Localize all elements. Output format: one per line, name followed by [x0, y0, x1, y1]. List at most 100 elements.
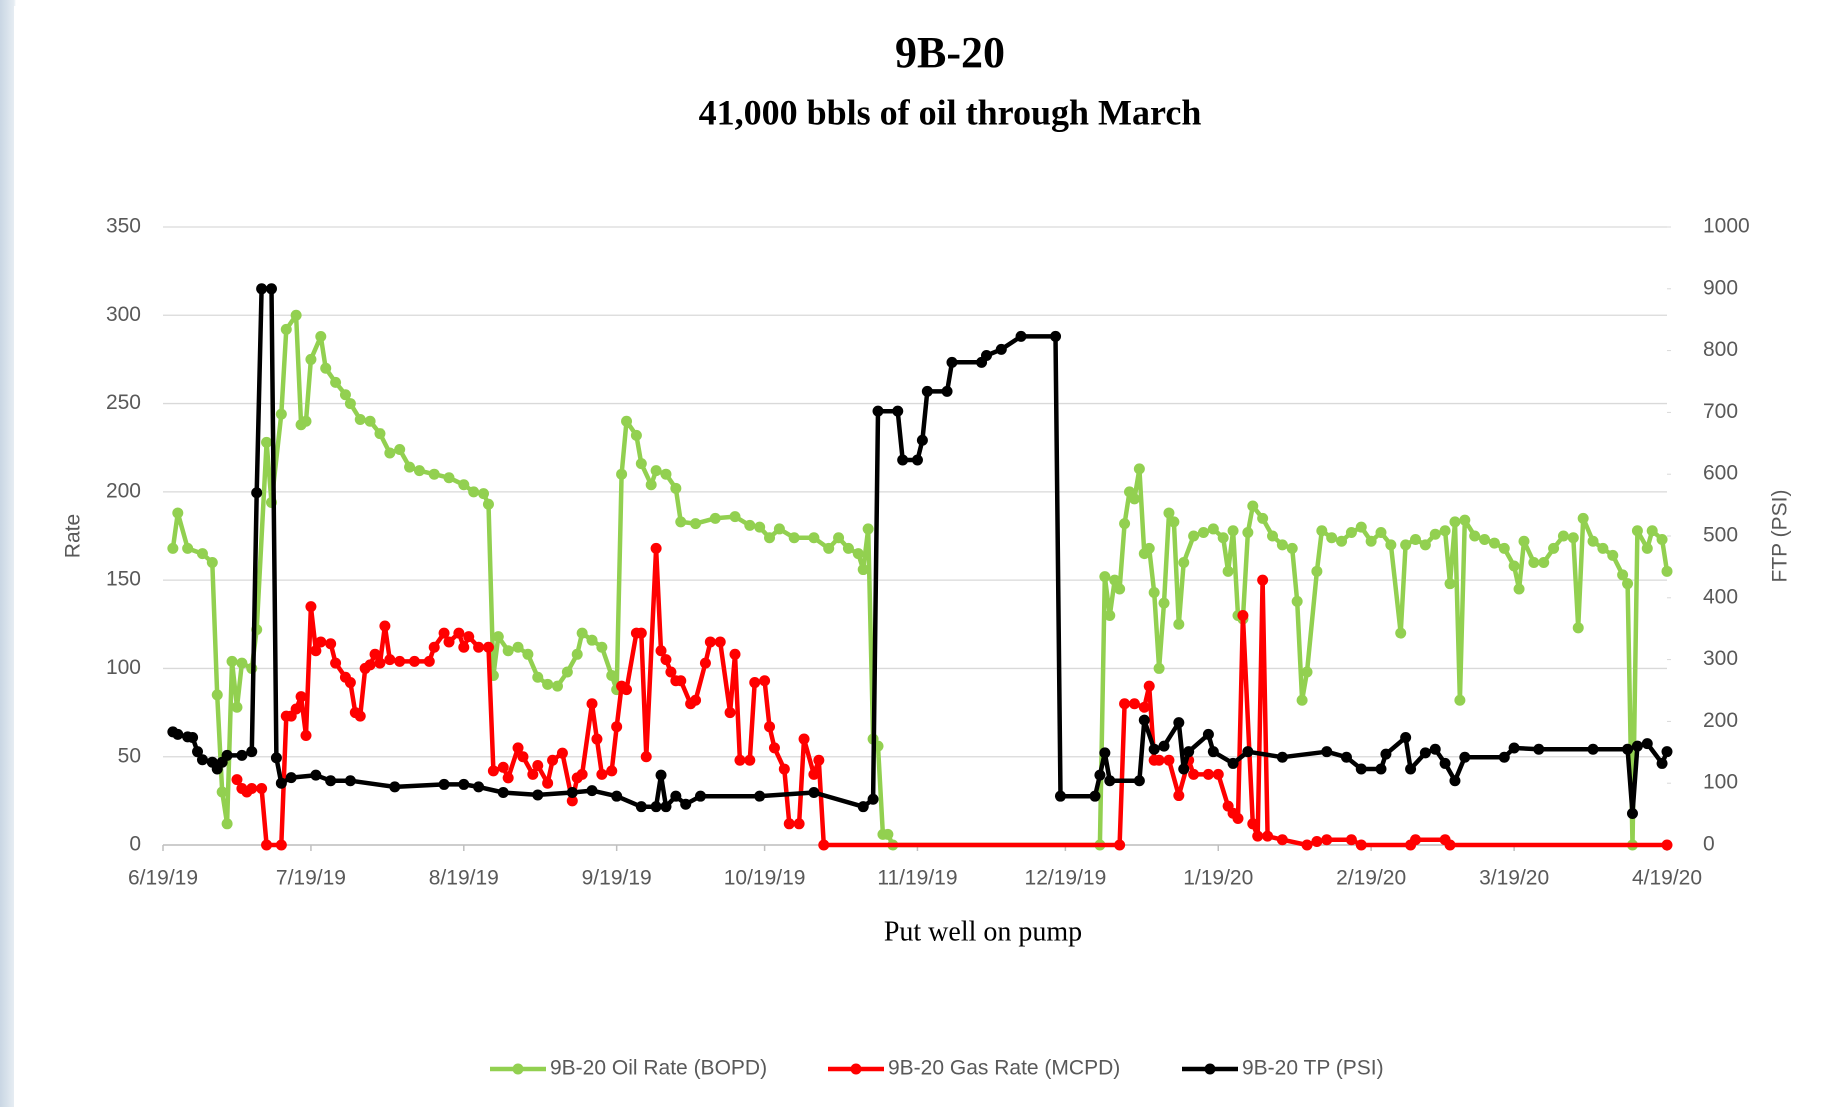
- data-point: [1336, 535, 1348, 547]
- data-point: [911, 454, 923, 466]
- data-point: [704, 636, 716, 648]
- data-point: [428, 641, 440, 653]
- data-point: [586, 785, 598, 797]
- data-point: [547, 754, 559, 766]
- data-point: [196, 548, 208, 560]
- data-point: [591, 733, 603, 745]
- data-point: [369, 648, 381, 660]
- data-point: [729, 511, 741, 523]
- data-point: [206, 556, 218, 568]
- data-point: [502, 772, 514, 784]
- data-point: [270, 752, 282, 764]
- data-point: [690, 694, 702, 706]
- data-point: [1439, 525, 1451, 537]
- data-point: [729, 648, 741, 660]
- data-point: [344, 775, 356, 787]
- data-point: [1587, 535, 1599, 547]
- data-point: [1479, 534, 1491, 546]
- data-point: [1242, 526, 1254, 538]
- data-point: [892, 405, 904, 417]
- data-point: [1153, 662, 1165, 674]
- data-point: [458, 641, 470, 653]
- data-point: [1548, 542, 1560, 554]
- data-point: [1148, 743, 1160, 755]
- data-point: [596, 768, 608, 780]
- data-point: [754, 521, 766, 533]
- x-tick-label: 12/19/19: [1025, 867, 1107, 890]
- data-point: [655, 645, 667, 657]
- data-point: [611, 790, 623, 802]
- data-point: [1538, 556, 1550, 568]
- data-point: [1375, 526, 1387, 538]
- data-point: [1622, 743, 1634, 755]
- data-point: [497, 761, 509, 773]
- data-point: [788, 532, 800, 544]
- data-point: [946, 356, 958, 368]
- data-point: [1099, 571, 1111, 583]
- data-point: [1449, 516, 1461, 528]
- data-point: [1099, 747, 1111, 759]
- y2-axis-title: FTP (PSI): [1769, 490, 1792, 583]
- data-point: [1104, 775, 1116, 787]
- data-point: [1109, 574, 1121, 586]
- data-point: [1119, 698, 1131, 710]
- data-point: [764, 721, 776, 733]
- data-point: [606, 669, 618, 681]
- data-point: [458, 479, 470, 491]
- data-point: [1444, 839, 1456, 851]
- data-point: [690, 518, 702, 530]
- data-point: [1355, 521, 1367, 533]
- data-point: [172, 507, 184, 519]
- data-point: [482, 498, 494, 510]
- y2-tick-label: 400: [1703, 585, 1738, 608]
- data-point: [1518, 535, 1530, 547]
- data-point: [1143, 542, 1155, 554]
- data-point: [280, 323, 292, 335]
- data-point: [660, 801, 672, 813]
- data-point: [473, 641, 485, 653]
- data-point: [265, 283, 277, 295]
- data-point: [182, 542, 194, 554]
- data-point: [438, 778, 450, 790]
- x-tick-label: 3/19/20: [1479, 867, 1549, 890]
- data-point: [1202, 728, 1214, 740]
- x-tick-label: 2/19/20: [1336, 867, 1406, 890]
- x-tick-label: 6/19/19: [128, 867, 198, 890]
- data-point: [408, 655, 420, 667]
- data-point: [1212, 768, 1224, 780]
- data-point: [842, 542, 854, 554]
- data-point: [1178, 556, 1190, 568]
- data-point: [1646, 525, 1658, 537]
- data-point: [857, 564, 869, 576]
- data-point: [596, 641, 608, 653]
- data-point: [1247, 818, 1259, 830]
- data-point: [1410, 534, 1422, 546]
- data-point: [231, 774, 243, 786]
- data-point: [1119, 518, 1131, 530]
- data-point: [744, 754, 756, 766]
- data-point: [1207, 523, 1219, 535]
- data-point: [453, 627, 465, 639]
- data-point: [556, 747, 568, 759]
- data-point: [764, 532, 776, 544]
- data-point: [749, 677, 761, 689]
- data-point: [1222, 565, 1234, 577]
- data-point: [1380, 748, 1392, 760]
- data-point: [1513, 583, 1525, 595]
- data-point: [211, 689, 223, 701]
- data-point: [527, 768, 539, 780]
- data-point: [290, 309, 302, 321]
- data-point: [823, 542, 835, 554]
- data-point: [1242, 746, 1254, 758]
- data-point: [1133, 775, 1145, 787]
- data-point: [1188, 768, 1200, 780]
- y2-tick-label: 200: [1703, 709, 1738, 732]
- data-point: [571, 648, 583, 660]
- data-point: [330, 376, 342, 388]
- data-point: [285, 772, 297, 784]
- data-point: [1173, 717, 1185, 729]
- data-point: [473, 781, 485, 793]
- legend-label: 9B-20 Gas Rate (MCPD): [888, 1057, 1120, 1080]
- data-point: [325, 775, 337, 787]
- data-point: [1508, 742, 1520, 754]
